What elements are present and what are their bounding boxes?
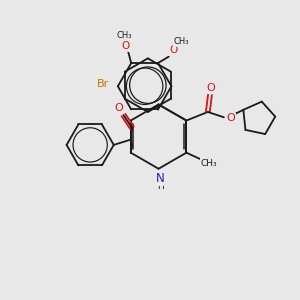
Text: CH₃: CH₃	[116, 31, 131, 40]
Text: O: O	[115, 103, 124, 112]
Text: N: N	[156, 172, 165, 185]
Text: H: H	[157, 182, 164, 191]
Text: CH₃: CH₃	[174, 37, 189, 46]
Text: O: O	[207, 83, 215, 93]
Text: N: N	[156, 172, 165, 185]
Text: O: O	[122, 41, 130, 51]
Text: CH₃: CH₃	[201, 159, 217, 168]
Text: O: O	[226, 113, 235, 123]
Text: Br: Br	[97, 79, 109, 89]
Text: O: O	[169, 45, 177, 55]
